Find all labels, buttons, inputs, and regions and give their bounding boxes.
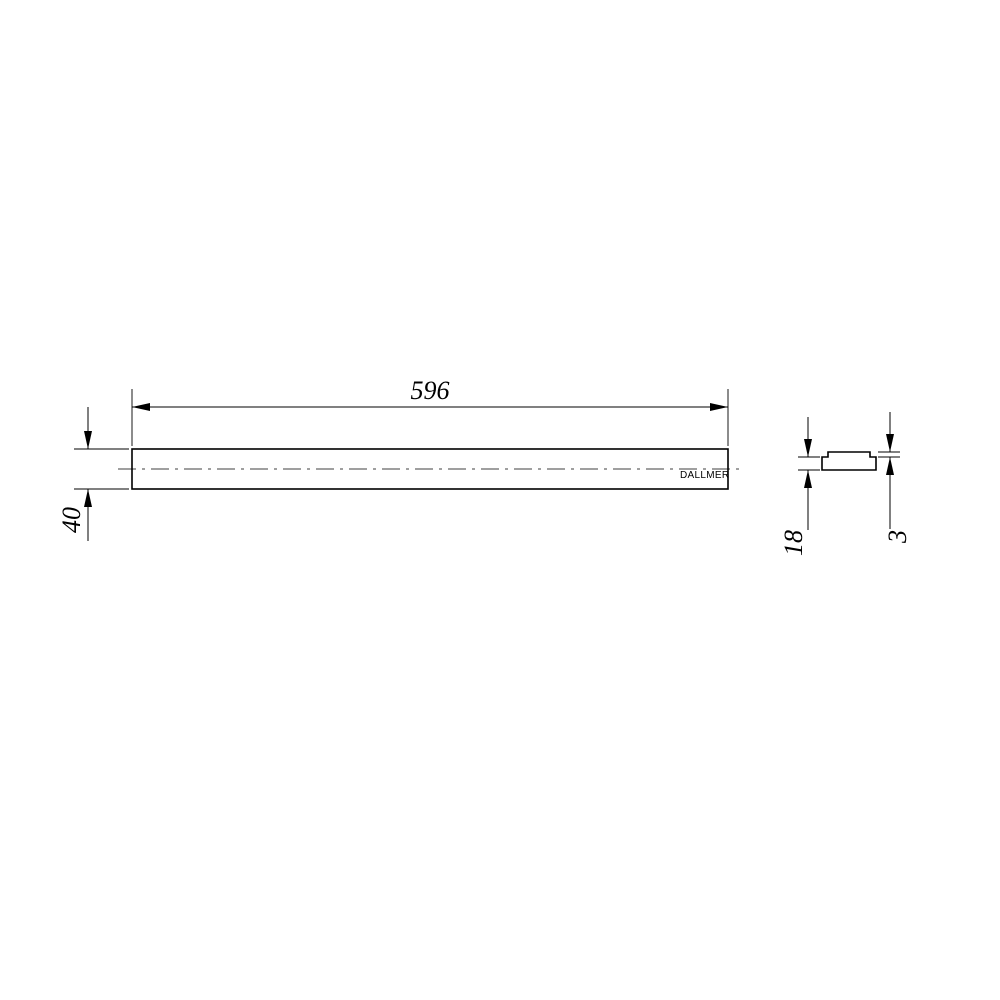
dim-18-label: 18 — [779, 530, 808, 556]
arrowhead — [84, 489, 92, 507]
arrowhead — [804, 439, 812, 457]
dim-3-label: 3 — [883, 530, 912, 544]
arrowhead — [886, 434, 894, 452]
dim-width-label: 596 — [411, 376, 450, 405]
arrowhead — [886, 457, 894, 475]
arrowhead — [710, 403, 728, 411]
arrowhead — [804, 470, 812, 488]
dim-height-label: 40 — [57, 507, 86, 533]
arrowhead — [84, 431, 92, 449]
arrowhead — [132, 403, 150, 411]
brand-text: DALLMER — [680, 470, 729, 481]
section-profile — [822, 452, 876, 470]
